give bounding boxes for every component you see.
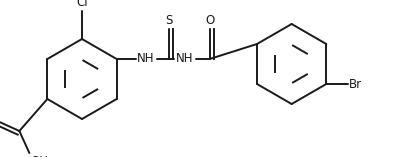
Text: S: S: [165, 14, 172, 27]
Text: NH: NH: [137, 52, 154, 65]
Text: O: O: [205, 14, 214, 27]
Text: Cl: Cl: [76, 0, 88, 9]
Text: Br: Br: [349, 78, 362, 90]
Text: OH: OH: [30, 155, 49, 157]
Text: NH: NH: [175, 52, 193, 65]
